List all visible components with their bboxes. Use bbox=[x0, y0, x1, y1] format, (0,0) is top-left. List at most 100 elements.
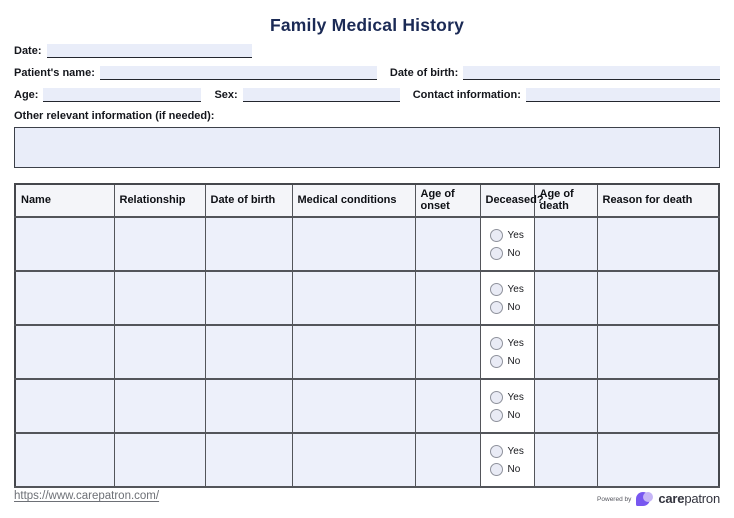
cell-age-of-death[interactable] bbox=[533, 324, 598, 380]
table-row: Yes No bbox=[14, 216, 720, 272]
carepatron-logo-icon bbox=[636, 491, 654, 507]
deceased-yes-radio[interactable] bbox=[489, 390, 503, 404]
cell-age-of-death[interactable] bbox=[533, 432, 598, 488]
cell-reason-for-death[interactable] bbox=[596, 378, 720, 434]
deceased-no-radio[interactable] bbox=[489, 408, 503, 422]
cell-medical-conditions[interactable] bbox=[291, 432, 416, 488]
sex-label: Sex: bbox=[214, 89, 238, 101]
deceased-option-yes: Yes bbox=[489, 390, 534, 404]
column-header-name: Name bbox=[14, 183, 115, 218]
brand-wordmark: carepatron bbox=[658, 491, 720, 507]
cell-age-of-death[interactable] bbox=[533, 216, 598, 272]
deceased-yes-radio[interactable] bbox=[489, 444, 503, 458]
cell-date-of-birth[interactable] bbox=[204, 216, 293, 272]
radio-label: Yes bbox=[507, 445, 524, 457]
deceased-no-radio[interactable] bbox=[489, 300, 503, 314]
patient-name-label: Patient's name: bbox=[14, 67, 95, 79]
cell-age-of-onset[interactable] bbox=[414, 378, 481, 434]
family-table-body: Yes No Yes No Yes No Yes No Yes No bbox=[14, 216, 720, 488]
deceased-option-yes: Yes bbox=[489, 228, 534, 242]
deceased-radio-group: Yes No bbox=[481, 228, 534, 260]
date-row: Date: bbox=[14, 44, 720, 58]
column-header-deceased: Deceased? bbox=[479, 183, 544, 218]
table-row: Yes No bbox=[14, 324, 720, 380]
column-header-reason-for-death: Reason for death bbox=[596, 183, 720, 218]
family-history-table: Name Relationship Date of birth Medical con… bbox=[14, 183, 720, 488]
deceased-yes-radio[interactable] bbox=[489, 228, 503, 242]
cell-relationship[interactable] bbox=[113, 378, 206, 434]
carepatron-link[interactable]: https://www.carepatron.com/ bbox=[14, 490, 160, 502]
deceased-yes-radio[interactable] bbox=[489, 336, 503, 350]
cell-deceased: Yes No bbox=[479, 216, 535, 272]
cell-age-of-onset[interactable] bbox=[414, 270, 481, 326]
radio-label: No bbox=[507, 247, 521, 259]
cell-reason-for-death[interactable] bbox=[596, 270, 720, 326]
powered-by-label: Powered by bbox=[597, 495, 632, 503]
powered-by-badge: Powered by carepatron bbox=[597, 491, 720, 507]
deceased-option-no: No bbox=[489, 246, 534, 260]
deceased-no-radio[interactable] bbox=[489, 246, 503, 260]
age-input[interactable] bbox=[43, 88, 202, 102]
cell-deceased: Yes No bbox=[479, 432, 535, 488]
cell-medical-conditions[interactable] bbox=[291, 324, 416, 380]
cell-name[interactable] bbox=[14, 432, 115, 488]
cell-medical-conditions[interactable] bbox=[291, 378, 416, 434]
cell-medical-conditions[interactable] bbox=[291, 216, 416, 272]
patient-name-input[interactable] bbox=[99, 66, 377, 80]
cell-age-of-onset[interactable] bbox=[414, 432, 481, 488]
brand-care: care bbox=[658, 491, 685, 506]
deceased-no-radio[interactable] bbox=[489, 354, 503, 368]
cell-reason-for-death[interactable] bbox=[596, 432, 720, 488]
column-header-age-of-onset: Age of onset bbox=[414, 183, 481, 218]
cell-age-of-onset[interactable] bbox=[414, 216, 481, 272]
cell-name[interactable] bbox=[14, 270, 115, 326]
cell-reason-for-death[interactable] bbox=[596, 216, 720, 272]
sex-input[interactable] bbox=[242, 88, 400, 102]
cell-deceased: Yes No bbox=[479, 270, 535, 326]
cell-relationship[interactable] bbox=[113, 270, 206, 326]
deceased-radio-group: Yes No bbox=[481, 444, 534, 476]
cell-date-of-birth[interactable] bbox=[204, 432, 293, 488]
radio-label: Yes bbox=[507, 283, 524, 295]
age-label: Age: bbox=[14, 89, 39, 101]
age-row: Age: Sex: Contact information: bbox=[14, 88, 720, 102]
deceased-radio-group: Yes No bbox=[481, 390, 534, 422]
date-input[interactable] bbox=[46, 44, 252, 58]
cell-name[interactable] bbox=[14, 324, 115, 380]
deceased-option-no: No bbox=[489, 462, 534, 476]
radio-label: Yes bbox=[507, 391, 524, 403]
cell-date-of-birth[interactable] bbox=[204, 378, 293, 434]
cell-age-of-onset[interactable] bbox=[414, 324, 481, 380]
date-of-birth-input[interactable] bbox=[463, 66, 720, 80]
deceased-no-radio[interactable] bbox=[489, 462, 503, 476]
contact-information-input[interactable] bbox=[525, 88, 720, 102]
cell-relationship[interactable] bbox=[113, 432, 206, 488]
deceased-radio-group: Yes No bbox=[481, 336, 534, 368]
column-header-age-of-death: Age of death bbox=[533, 183, 598, 218]
cell-relationship[interactable] bbox=[113, 324, 206, 380]
cell-deceased: Yes No bbox=[479, 324, 535, 380]
cell-reason-for-death[interactable] bbox=[596, 324, 720, 380]
page-title: Family Medical History bbox=[269, 15, 465, 35]
column-header-date-of-birth: Date of birth bbox=[204, 183, 293, 218]
cell-name[interactable] bbox=[14, 216, 115, 272]
cell-relationship[interactable] bbox=[113, 216, 206, 272]
other-info-textarea[interactable] bbox=[14, 127, 720, 168]
deceased-option-yes: Yes bbox=[489, 444, 534, 458]
deceased-option-yes: Yes bbox=[489, 336, 534, 350]
radio-label: No bbox=[507, 301, 521, 313]
cell-date-of-birth[interactable] bbox=[204, 270, 293, 326]
deceased-option-no: No bbox=[489, 354, 534, 368]
brand-patron: patron bbox=[684, 491, 720, 506]
cell-age-of-death[interactable] bbox=[533, 270, 598, 326]
cell-age-of-death[interactable] bbox=[533, 378, 598, 434]
other-info-label: Other relevant information (if needed): bbox=[14, 110, 215, 122]
cell-deceased: Yes No bbox=[479, 378, 535, 434]
cell-medical-conditions[interactable] bbox=[291, 270, 416, 326]
deceased-option-yes: Yes bbox=[489, 282, 534, 296]
cell-name[interactable] bbox=[14, 378, 115, 434]
cell-date-of-birth[interactable] bbox=[204, 324, 293, 380]
deceased-yes-radio[interactable] bbox=[489, 282, 503, 296]
deceased-option-no: No bbox=[489, 408, 534, 422]
table-row: Yes No bbox=[14, 270, 720, 326]
